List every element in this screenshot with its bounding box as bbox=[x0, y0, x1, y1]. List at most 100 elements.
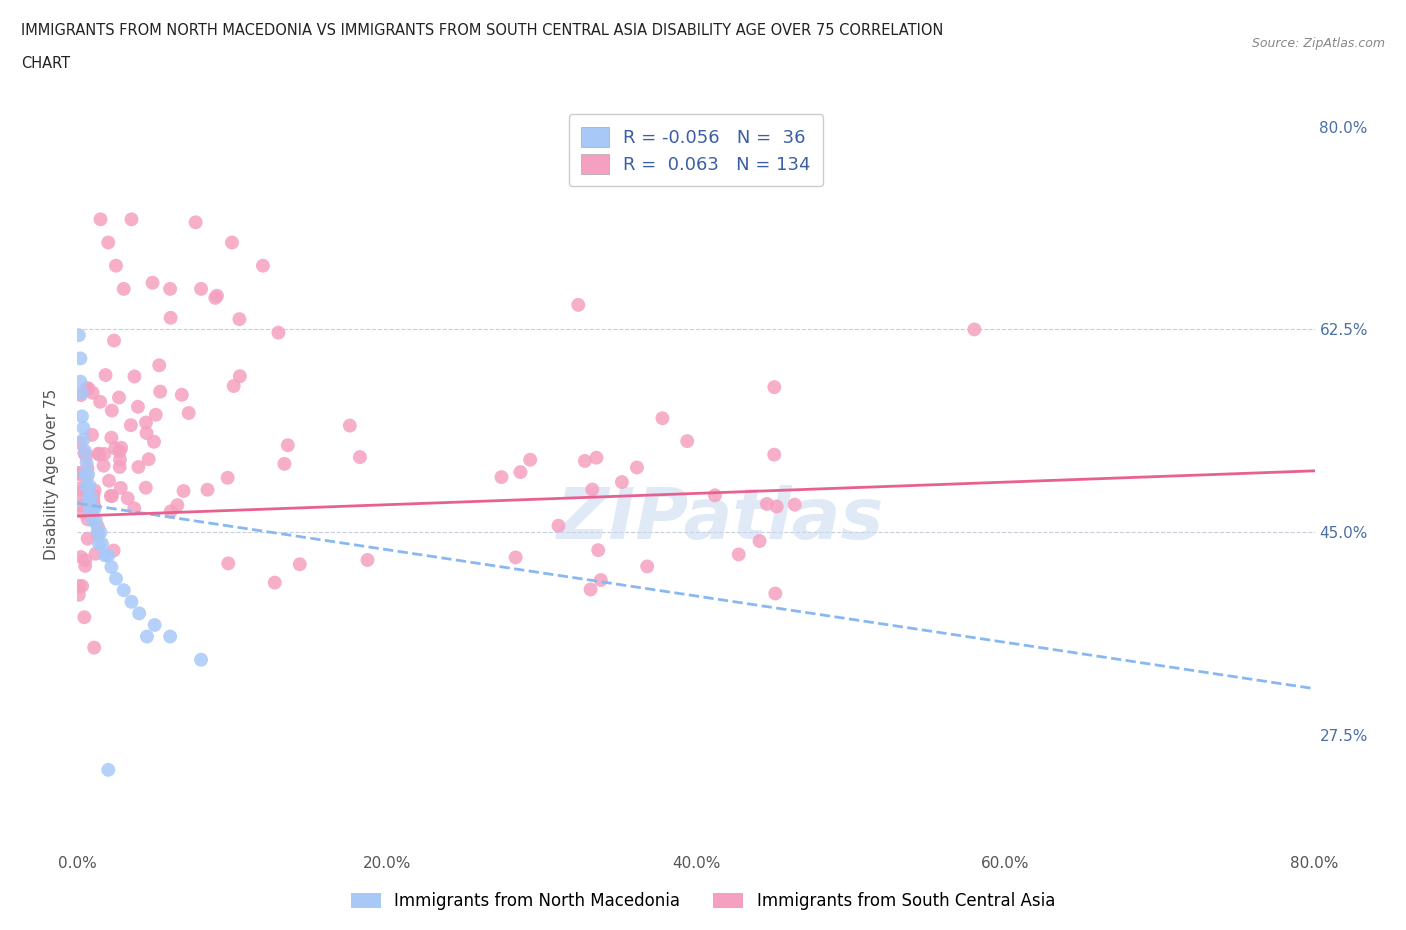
Point bbox=[69, 481, 91, 496]
Point bbox=[173, 484, 195, 498]
Point bbox=[87, 537, 110, 551]
Point bbox=[339, 418, 361, 433]
Point bbox=[356, 552, 378, 567]
Point bbox=[82, 513, 104, 528]
Point bbox=[76, 460, 98, 475]
Point bbox=[127, 399, 149, 414]
Point bbox=[83, 483, 105, 498]
Point bbox=[783, 498, 806, 512]
Point bbox=[108, 390, 131, 405]
Point bbox=[586, 543, 609, 558]
Point bbox=[963, 322, 986, 337]
Point bbox=[149, 384, 172, 399]
Point bbox=[73, 610, 96, 625]
Point bbox=[80, 490, 103, 505]
Point bbox=[70, 388, 93, 403]
Point bbox=[75, 558, 97, 573]
Point bbox=[626, 460, 648, 475]
Point bbox=[135, 480, 157, 495]
Point bbox=[100, 431, 122, 445]
Point bbox=[138, 452, 160, 467]
Point bbox=[636, 559, 658, 574]
Point bbox=[108, 444, 131, 458]
Point bbox=[581, 482, 603, 497]
Point bbox=[90, 212, 111, 227]
Point bbox=[159, 504, 181, 519]
Point bbox=[222, 379, 245, 393]
Point bbox=[76, 456, 98, 471]
Point bbox=[76, 478, 98, 493]
Point bbox=[91, 537, 114, 551]
Point bbox=[128, 606, 150, 621]
Point bbox=[277, 438, 299, 453]
Legend: R = -0.056   N =  36, R =  0.063   N = 134: R = -0.056 N = 36, R = 0.063 N = 134 bbox=[569, 114, 823, 187]
Point bbox=[124, 369, 146, 384]
Point bbox=[267, 326, 290, 340]
Point bbox=[73, 445, 96, 460]
Point bbox=[77, 490, 100, 505]
Point bbox=[121, 212, 143, 227]
Point bbox=[763, 379, 786, 394]
Point bbox=[83, 640, 105, 655]
Point bbox=[103, 543, 125, 558]
Point bbox=[166, 498, 188, 512]
Point bbox=[67, 465, 90, 480]
Text: ZIPatlas: ZIPatlas bbox=[557, 485, 884, 554]
Point bbox=[505, 550, 527, 565]
Point bbox=[110, 440, 132, 455]
Point bbox=[75, 448, 97, 463]
Point bbox=[84, 513, 107, 528]
Point bbox=[112, 583, 135, 598]
Point bbox=[141, 275, 163, 290]
Point bbox=[76, 381, 98, 396]
Point bbox=[159, 282, 181, 297]
Point bbox=[273, 457, 295, 472]
Point bbox=[93, 446, 115, 461]
Point bbox=[105, 571, 127, 586]
Point bbox=[82, 493, 104, 508]
Point bbox=[190, 282, 212, 297]
Point bbox=[288, 557, 311, 572]
Point bbox=[70, 386, 93, 401]
Point bbox=[349, 449, 371, 464]
Point bbox=[110, 481, 132, 496]
Point bbox=[76, 512, 98, 526]
Point bbox=[177, 405, 200, 420]
Point bbox=[77, 381, 100, 396]
Point bbox=[97, 235, 120, 250]
Point bbox=[148, 358, 170, 373]
Point bbox=[763, 447, 786, 462]
Point bbox=[100, 560, 122, 575]
Point bbox=[76, 470, 98, 485]
Point bbox=[80, 428, 103, 443]
Point bbox=[519, 452, 541, 467]
Point bbox=[103, 333, 125, 348]
Point bbox=[79, 501, 101, 516]
Point bbox=[217, 556, 239, 571]
Point bbox=[491, 470, 513, 485]
Point bbox=[509, 465, 531, 480]
Text: IMMIGRANTS FROM NORTH MACEDONIA VS IMMIGRANTS FROM SOUTH CENTRAL ASIA DISABILITY: IMMIGRANTS FROM NORTH MACEDONIA VS IMMIG… bbox=[21, 23, 943, 38]
Point bbox=[100, 488, 122, 503]
Point bbox=[93, 458, 115, 473]
Point bbox=[547, 518, 569, 533]
Point bbox=[117, 491, 139, 506]
Point bbox=[70, 550, 93, 565]
Point bbox=[87, 446, 110, 461]
Point bbox=[104, 441, 127, 456]
Point bbox=[69, 490, 91, 505]
Point bbox=[69, 435, 91, 450]
Point bbox=[108, 452, 131, 467]
Point bbox=[72, 505, 94, 520]
Point bbox=[143, 434, 166, 449]
Point bbox=[97, 548, 120, 563]
Point bbox=[170, 387, 193, 402]
Point bbox=[72, 484, 94, 498]
Point bbox=[67, 327, 90, 342]
Point bbox=[67, 578, 90, 593]
Point bbox=[82, 501, 104, 516]
Point bbox=[579, 582, 602, 597]
Point bbox=[184, 215, 207, 230]
Point bbox=[86, 525, 108, 539]
Point bbox=[90, 525, 111, 539]
